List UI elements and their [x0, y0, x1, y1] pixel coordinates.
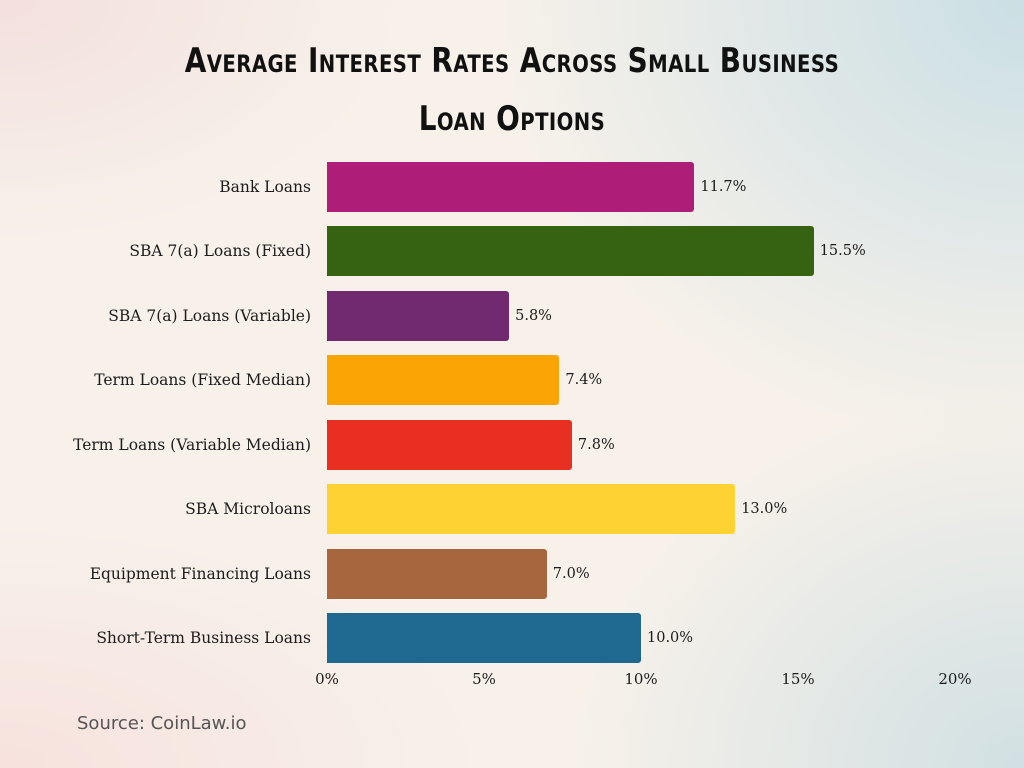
chart-title: Average Interest Rates Across Small Busi…: [92, 32, 932, 148]
category-label: SBA 7(a) Loans (Variable): [108, 307, 311, 325]
x-tick-label: 5%: [472, 670, 496, 688]
chart-title-line-2: Loan Options: [418, 99, 606, 139]
bar-row: Term Loans (Variable Median) 7.8%: [0, 420, 1024, 470]
bar-row: Short-Term Business Loans 10.0%: [0, 613, 1024, 663]
value-label: 10.0%: [647, 630, 694, 646]
bar: [327, 291, 510, 341]
bar: [327, 226, 814, 276]
category-label: SBA 7(a) Loans (Fixed): [129, 242, 311, 260]
value-label: 7.8%: [577, 437, 615, 453]
chart-title-line-1: Average Interest Rates Across Small Busi…: [184, 41, 840, 81]
bar-row: SBA Microloans 13.0%: [0, 484, 1024, 534]
category-label: Short-Term Business Loans: [96, 629, 311, 647]
bar: [327, 549, 547, 599]
source-note: Source: CoinLaw.io: [77, 713, 247, 734]
category-label: Bank Loans: [219, 178, 311, 196]
category-label: SBA Microloans: [185, 500, 311, 518]
value-label: 11.7%: [700, 179, 747, 195]
bar-row: Equipment Financing Loans 7.0%: [0, 549, 1024, 599]
x-tick-label: 20%: [938, 670, 972, 688]
value-label: 7.4%: [565, 372, 603, 388]
category-label: Equipment Financing Loans: [89, 565, 311, 583]
value-label: 15.5%: [819, 243, 866, 259]
category-label: Term Loans (Variable Median): [73, 436, 311, 454]
bar-row: SBA 7(a) Loans (Fixed) 15.5%: [0, 226, 1024, 276]
bar-row: Term Loans (Fixed Median) 7.4%: [0, 355, 1024, 405]
value-label: 7.0%: [552, 566, 590, 582]
x-tick-label: 0%: [315, 670, 339, 688]
bar: [327, 355, 560, 405]
bar-row: SBA 7(a) Loans (Variable) 5.8%: [0, 291, 1024, 341]
bar: [327, 420, 572, 470]
category-label: Term Loans (Fixed Median): [94, 371, 311, 389]
x-tick-label: 15%: [781, 670, 815, 688]
bar-row: Bank Loans 11.7%: [0, 162, 1024, 212]
bar: [327, 613, 641, 663]
value-label: 13.0%: [741, 501, 788, 517]
bar: [327, 162, 695, 212]
x-tick-label: 10%: [624, 670, 658, 688]
bar: [327, 484, 736, 534]
value-label: 5.8%: [515, 308, 552, 324]
